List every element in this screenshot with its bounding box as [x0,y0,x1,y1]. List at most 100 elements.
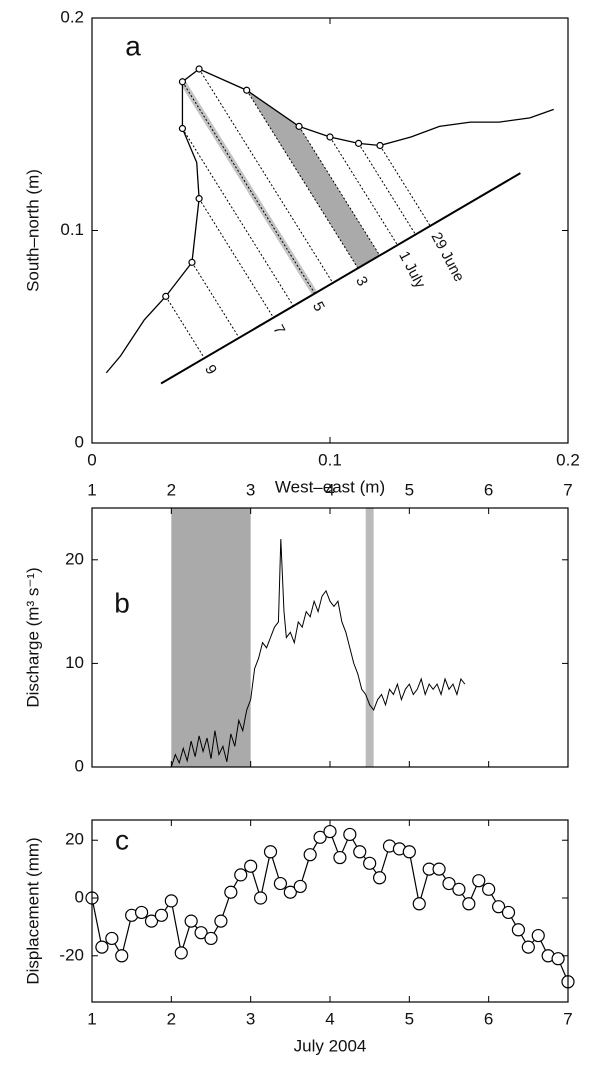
y-tick-label: 20 [65,830,84,849]
y-tick-label: -20 [59,945,84,964]
marker [402,845,416,859]
marker [144,914,159,928]
y-axis-label: South–north (m) [23,169,42,292]
marker [234,868,248,882]
dotted-line [329,136,398,246]
x-tick-label: 5 [405,1009,414,1028]
x-tick-label: 0.1 [318,450,342,469]
marker [204,931,218,946]
marker [273,876,288,891]
marker [442,876,456,891]
shaded-span [365,508,374,767]
dotted-line [182,81,316,294]
marker [511,923,526,937]
y-tick-label: 0.1 [60,220,84,239]
y-tick-label: 0 [75,887,84,906]
marker [313,830,327,844]
marker [363,856,377,870]
date-label: 5 [309,299,328,314]
date-label: 1 July [395,248,429,291]
x-tick-label: 7 [563,480,572,499]
x-tick-label: 4 [325,1009,334,1028]
dotted-line [198,198,274,318]
marker [472,874,486,888]
marker [115,949,129,963]
x-tick-label: 3 [246,1009,255,1028]
point [188,258,196,266]
y-tick-label: 0 [75,432,84,451]
x-tick-label: 5 [405,480,414,499]
marker [263,845,278,859]
marker [323,824,337,839]
point [178,78,187,86]
point [243,86,251,94]
marker [432,862,446,876]
marker [412,897,426,911]
shaded-span [171,508,251,767]
marker [372,871,387,885]
panel-letter: b [114,587,130,618]
x-tick-label: 0 [87,450,96,469]
y-axis-label: Displacement (mm) [23,837,42,984]
marker [283,885,297,899]
shaded-band [246,90,380,269]
marker [244,859,258,873]
point [162,292,170,300]
dotted-line [358,143,416,235]
marker [491,900,506,914]
dotted-line [165,296,205,359]
x-tick-label: 1 [87,1009,96,1028]
dotted-line [191,262,240,339]
date-label: 29 June [428,229,468,284]
marker [521,940,535,954]
x-tick-label: 6 [484,1009,493,1028]
date-label: 9 [201,362,220,377]
x-tick-label: 1 [87,480,96,499]
marker [194,926,208,940]
marker [531,928,545,943]
point [295,122,303,130]
marker [293,879,307,894]
y-tick-label: 10 [65,653,84,672]
x-axis-label: West–east (m) [275,477,385,496]
point [178,124,187,133]
x-tick-label: 4 [325,480,334,499]
dotted-line [379,145,431,227]
point [376,141,384,150]
date-label: 3 [352,274,371,289]
y-tick-label: 20 [65,549,84,568]
marker [452,882,466,896]
marker [353,845,367,859]
marker [214,914,228,928]
panel-letter: a [125,30,141,61]
x-tick-label: 2 [167,1009,176,1028]
panel-letter: c [115,824,129,855]
date-label: 7 [269,322,288,337]
marker [501,905,516,920]
point [326,133,334,141]
marker [343,827,357,842]
plot-frame [91,17,569,444]
marker [105,931,119,946]
x-tick-label: 6 [484,480,493,499]
x-tick-label: 7 [563,1009,572,1028]
plot-frame [91,507,569,768]
y-tick-label: 0.2 [60,7,84,26]
point [195,195,203,203]
y-axis-label: Discharge (m³ s⁻¹) [23,567,42,707]
dotted-line [182,128,294,307]
x-axis-label: July 2004 [294,1036,367,1055]
x-tick-label: 0.2 [556,450,580,469]
x-tick-label: 2 [167,480,176,499]
marker [303,848,317,862]
dotted-line [246,89,359,269]
y-tick-label: 0 [75,756,84,775]
marker [174,946,188,960]
point [354,139,363,147]
marker [224,885,238,899]
marker [253,891,268,905]
dotted-line [298,126,381,256]
x-tick-label: 3 [246,480,255,499]
